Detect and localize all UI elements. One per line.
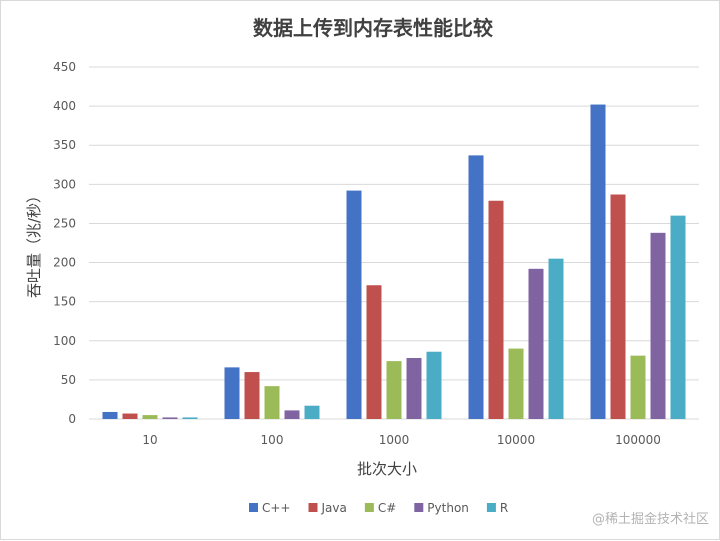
- bar-c-10000: [468, 155, 484, 419]
- y-tick-label: 150: [53, 295, 76, 309]
- bar-r-100000: [670, 215, 686, 419]
- bars: [102, 104, 686, 420]
- bar-c-100: [264, 386, 280, 419]
- bar-python-10000: [528, 268, 544, 419]
- x-tick-label: 10000: [497, 433, 535, 447]
- legend-label: C#: [378, 501, 396, 515]
- x-tick-label: 10: [142, 433, 157, 447]
- legend-label: Java: [321, 501, 347, 515]
- y-tick-label: 50: [61, 373, 76, 387]
- chart-title: 数据上传到内存表性能比较: [253, 16, 493, 40]
- y-tick-label: 450: [53, 60, 76, 74]
- legend-swatch: [486, 503, 496, 512]
- gridlines: [89, 66, 699, 420]
- bar-r-1000: [426, 351, 442, 419]
- legend-label: Python: [427, 501, 469, 515]
- x-tick-label: 1000: [379, 433, 410, 447]
- bar-java-100000: [610, 194, 626, 419]
- legend-swatch: [308, 503, 318, 512]
- x-axis-label: 批次大小: [357, 460, 417, 478]
- bar-java-1000: [366, 285, 382, 419]
- bar-python-100: [284, 410, 300, 419]
- y-tick-label: 250: [53, 216, 76, 230]
- y-tick-label: 300: [53, 177, 76, 191]
- bar-r-100: [304, 405, 320, 419]
- y-tick-label: 350: [53, 138, 76, 152]
- y-axis-ticks: 0 50 100 150 200 250 300 350 400 450: [53, 60, 76, 426]
- bar-java-100: [244, 372, 260, 419]
- y-axis-label: 吞吐量（兆/秒）: [25, 188, 43, 298]
- bar-java-10: [122, 413, 138, 419]
- legend: C++ Java C# Python R: [249, 501, 508, 515]
- bar-python-100000: [650, 232, 666, 419]
- bar-python-10: [162, 417, 178, 419]
- legend-swatch: [364, 503, 374, 512]
- y-tick-label: 400: [53, 99, 76, 113]
- watermark-text: @稀土掘金技术社区: [592, 511, 709, 527]
- x-tick-label: 100: [261, 433, 284, 447]
- bar-r-10: [182, 417, 198, 419]
- legend-swatch: [249, 503, 258, 512]
- bar-c-1000: [346, 190, 362, 419]
- bar-c-10: [142, 415, 158, 419]
- bar-c-100000: [590, 104, 606, 420]
- legend-label: C++: [262, 501, 291, 515]
- bar-java-10000: [488, 200, 504, 419]
- y-tick-label: 200: [53, 256, 76, 270]
- bar-c-10000: [508, 348, 524, 419]
- bar-c-10: [102, 411, 118, 419]
- bar-c-100: [224, 367, 240, 419]
- bar-r-10000: [548, 258, 564, 419]
- x-axis-ticks: 10 100 1000 10000 100000: [142, 433, 661, 447]
- y-tick-label: 0: [68, 412, 76, 426]
- bar-c-100000: [630, 355, 646, 419]
- x-tick-label: 100000: [615, 433, 661, 447]
- legend-label: R: [500, 501, 508, 515]
- bar-c-1000: [386, 361, 402, 419]
- y-tick-label: 100: [53, 334, 76, 348]
- bar-python-1000: [406, 357, 422, 419]
- legend-swatch: [414, 503, 424, 512]
